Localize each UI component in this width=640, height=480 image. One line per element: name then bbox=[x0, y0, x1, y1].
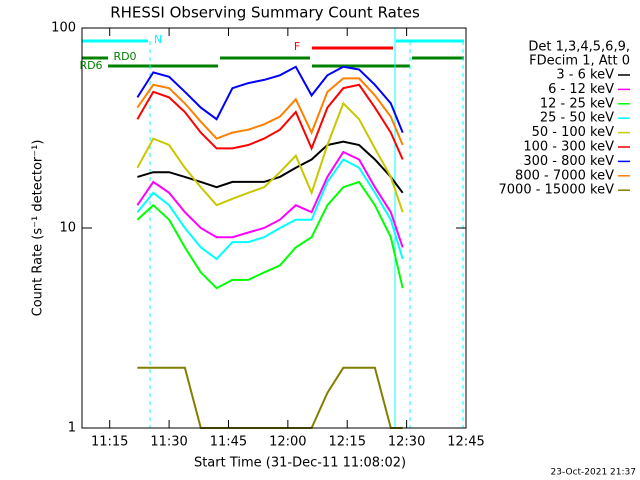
legend-header: Det 1,3,4,5,6,9, bbox=[528, 40, 630, 55]
status-bars bbox=[82, 39, 464, 68]
flags bbox=[149, 28, 464, 428]
legend-label: 6 - 12 keV bbox=[548, 82, 614, 97]
plot bbox=[136, 65, 404, 429]
x-tick-label: 12:00 bbox=[269, 435, 306, 450]
legend-label: 50 - 100 keV bbox=[532, 125, 615, 140]
legend-label: 25 - 50 keV bbox=[540, 111, 614, 126]
chart-title: RHESSI Observing Summary Count Rates bbox=[110, 4, 420, 22]
y-tick-label: 10 bbox=[59, 221, 76, 236]
annotation: RD6 bbox=[79, 59, 102, 72]
y-axis-label: Count Rate (s⁻¹ detector⁻¹) bbox=[31, 140, 46, 317]
legend-label: 300 - 800 keV bbox=[523, 154, 614, 169]
y-tick-label: 100 bbox=[51, 21, 76, 36]
annotation: RD0 bbox=[113, 50, 136, 63]
series-line bbox=[136, 77, 404, 146]
annotation: F bbox=[294, 40, 300, 53]
series-line bbox=[136, 101, 404, 213]
footer: 23-Oct-2021 21:37 bbox=[551, 468, 636, 478]
legend-label: 12 - 25 keV bbox=[540, 96, 614, 111]
series-line bbox=[136, 150, 404, 248]
legend-header: FDecim 1, Att 0 bbox=[529, 54, 630, 69]
x-axis-label: Start Time (31-Dec-11 11:08:02) bbox=[194, 456, 406, 471]
legend-label: 3 - 6 keV bbox=[556, 68, 614, 83]
legend-label: 800 - 7000 keV bbox=[515, 168, 614, 183]
x-tick-label: 11:30 bbox=[150, 435, 187, 450]
x-tick-label: 11:15 bbox=[91, 435, 128, 450]
legend-label: 100 - 300 keV bbox=[523, 140, 614, 155]
annotation: N bbox=[154, 33, 162, 46]
x-tick-label: 11:45 bbox=[210, 435, 247, 450]
x-tick-label: 12:45 bbox=[447, 435, 484, 450]
series-line bbox=[136, 65, 404, 133]
x-tick-label: 12:15 bbox=[329, 435, 366, 450]
x-tick-label: 12:30 bbox=[388, 435, 425, 450]
legend-label: 7000 - 15000 keV bbox=[499, 183, 615, 198]
series-line bbox=[136, 158, 404, 261]
series-line bbox=[136, 180, 404, 290]
series-line bbox=[136, 83, 404, 160]
y-tick-label: 1 bbox=[68, 421, 76, 436]
